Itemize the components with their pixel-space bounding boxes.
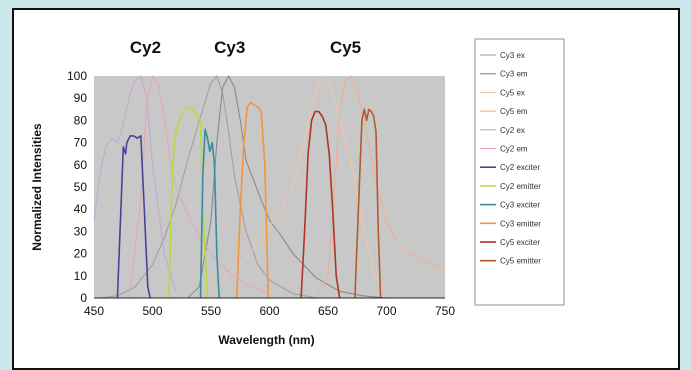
legend-entry: Cy2 exciter: [500, 163, 540, 172]
y-tick-label: 100: [67, 69, 87, 83]
x-tick-label: 750: [435, 304, 455, 318]
x-tick-label: 650: [318, 304, 338, 318]
y-axis-title: Normalized Intensities: [30, 123, 44, 251]
series-line-cy3-emitter: [235, 101, 270, 299]
dye-label: Cy5: [330, 38, 361, 57]
plot-area: [94, 76, 445, 298]
y-tick-label: 40: [74, 202, 88, 216]
y-tick-label: 0: [80, 291, 87, 305]
legend-entry: Cy2 ex: [500, 126, 525, 135]
x-tick-label: 450: [84, 304, 104, 318]
legend-entry: Cy3 ex: [500, 51, 525, 60]
x-tick-label: 700: [376, 304, 396, 318]
axes-layer: 450 500 550 600 650 700 750 0 10 20 30 40 50 60 70 80 90…: [67, 69, 455, 318]
y-tick-label: 30: [74, 224, 88, 238]
chart-frame: 450 500 550 600 650 700 750 0 10 20 30 40 50 60 70 80 90…: [12, 8, 680, 370]
series-line-cy2-emitter: [168, 106, 209, 299]
y-tick-label: 20: [74, 247, 88, 261]
y-tick-label: 80: [74, 113, 88, 127]
legend-entry: Cy5 ex: [500, 88, 525, 97]
series-line-cy5-ex: [199, 75, 387, 294]
x-tick-label: 600: [259, 304, 279, 318]
series-line-cy5-emitter: [354, 108, 382, 299]
y-tick-label: 90: [74, 91, 88, 105]
x-tick-label: 500: [142, 304, 162, 318]
legend: Cy3 ex Cy3 em Cy5 ex Cy5 em Cy2 ex Cy2 em Cy2 …: [474, 38, 565, 306]
annotation-layer: Cy2 Cy3 Cy5: [130, 38, 361, 57]
legend-entry: Cy2 em: [500, 145, 528, 154]
x-axis-title: Wavelength (nm): [218, 333, 314, 347]
series-line-cy5-exciter: [300, 110, 341, 299]
series-line-cy2-exciter: [116, 135, 151, 299]
y-tick-label: 60: [74, 158, 88, 172]
legend-entry: Cy5 em: [500, 107, 528, 116]
legend-entry: Cy2 emitter: [500, 182, 541, 191]
series-line-cy3-ex: [99, 75, 387, 299]
legend-entry: Cy3 em: [500, 70, 528, 79]
dye-label: Cy2: [130, 38, 161, 57]
series-line-cy2-ex: [93, 75, 177, 292]
legend-entry: Cy5 emitter: [500, 257, 541, 266]
y-tick-label: 70: [74, 136, 88, 150]
series-layer: [93, 75, 446, 299]
y-tick-label: 10: [74, 269, 88, 283]
series-line-cy3-exciter: [199, 128, 220, 299]
x-tick-label: 550: [201, 304, 221, 318]
series-line-cy2-em: [128, 75, 270, 299]
spectra-chart: 450 500 550 600 650 700 750 0 10 20 30 40 50 60 70 80 90…: [30, 38, 565, 347]
y-tick-label: 50: [74, 180, 88, 194]
legend-entry: Cy3 exciter: [500, 201, 540, 210]
legend-entry: Cy3 emitter: [500, 219, 541, 228]
legend-entry: Cy5 exciter: [500, 238, 540, 247]
dye-label: Cy3: [214, 38, 245, 57]
